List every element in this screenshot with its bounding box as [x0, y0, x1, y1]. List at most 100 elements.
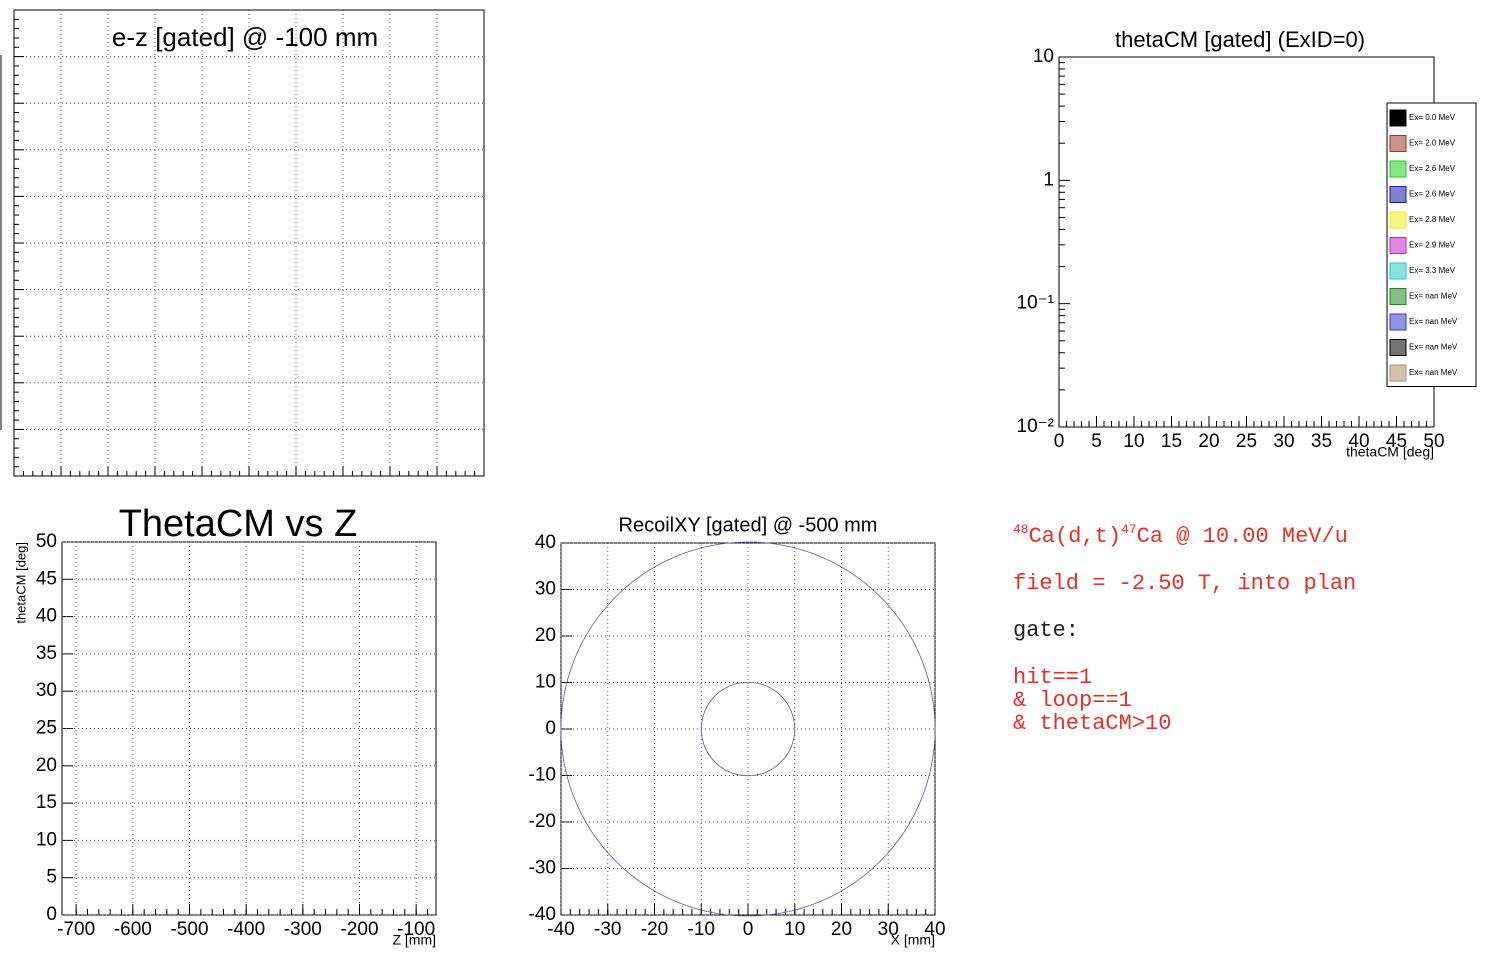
reaction: 48Ca(d,t)47Ca @ 10.00 MeV/u	[1013, 522, 1348, 549]
circle	[560, 541, 936, 917]
legend-swatch	[1389, 135, 1407, 152]
y-tick-label: 30	[535, 579, 556, 600]
legend-swatch	[1389, 237, 1407, 254]
y-tick-label: 45	[36, 568, 57, 589]
x-tick-label: 5	[1091, 431, 1102, 452]
legend-label: Ex= 2.6 MeV	[1409, 164, 1456, 173]
x-tick-label: 30	[878, 919, 899, 940]
panel: e-z [gated] @ -100 mm	[13, 9, 485, 477]
legend-swatch	[1389, 186, 1407, 203]
y-tick-label: 15	[36, 792, 57, 813]
y-tick-label: 1	[1043, 169, 1054, 190]
circle	[700, 681, 796, 777]
gate-label: gate:	[1013, 618, 1079, 643]
superscript: 47	[1121, 522, 1137, 537]
y-tick-label: 10⁻²	[1017, 416, 1055, 437]
x-tick-label: 25	[1236, 431, 1257, 452]
y-axis-label: thetaCM [deg]	[13, 542, 28, 624]
y-tick-label: 10	[36, 829, 57, 850]
x-tick-label: 10	[784, 919, 805, 940]
x-tick-label: -400	[227, 919, 265, 940]
x-tick-label: 50	[1423, 431, 1444, 452]
panel: RecoilXY [gated] @ -500 mm -40 -30 -20 -10 0 1…	[529, 514, 946, 947]
x-tick-label: -700	[57, 919, 95, 940]
y-tick-label: -40	[529, 904, 556, 925]
legend-swatch	[1389, 211, 1407, 229]
legend-swatch	[1389, 288, 1407, 305]
chart-title: thetaCM [gated] (ExID=0)	[1115, 27, 1365, 52]
gate: & loop==1	[1013, 688, 1132, 713]
gate: & thetaCM>10	[1013, 711, 1171, 736]
reaction-text: Ca(d,t)	[1029, 524, 1121, 549]
legend-label: Ex= 2.6 MeV	[1409, 190, 1456, 199]
x-tick-label: 0	[743, 919, 754, 940]
y-tick-label: 5	[46, 867, 57, 888]
y-tick-label: 20	[535, 625, 556, 646]
x-tick-label: 40	[924, 919, 945, 940]
y-tick-label: -10	[529, 765, 556, 786]
legend: Ex= 0.0 MeV Ex= 2.0 MeV Ex= 2.6 MeV Ex= 2.6…	[1386, 102, 1477, 387]
y-tick-label: 10	[1033, 46, 1054, 67]
x-tick-label: 20	[1198, 431, 1219, 452]
x-tick-label: 35	[1311, 431, 1332, 452]
panel: thetaCM [gated] (ExID=0) 0 5 10 15 20 25 30 35 40…	[1017, 27, 1477, 460]
x-tick-label: 0	[1054, 431, 1065, 452]
gate: hit==1	[1013, 665, 1092, 690]
x-axis-label: Z [mm]	[392, 932, 436, 948]
y-tick-label: 50	[36, 531, 57, 552]
y-tick-label: 25	[36, 718, 57, 739]
x-tick-label: 40	[1348, 431, 1369, 452]
legend-label: Ex= 2.8 MeV	[1409, 215, 1456, 224]
reaction-text: Ca @ 10.00 MeV/u	[1137, 524, 1348, 549]
y-tick-label: -20	[529, 811, 556, 832]
legend-swatch	[1389, 364, 1407, 382]
x-tick-label: -30	[594, 919, 621, 940]
panel: ThetaCM vs Z -700 -600 -500 -400 -300 -200 -100…	[13, 503, 437, 948]
y-tick-label: -30	[529, 858, 556, 879]
legend-swatch	[1389, 109, 1407, 127]
x-tick-label: -100	[397, 919, 435, 940]
y-tick-label: 0	[545, 718, 556, 739]
y-tick-label: 30	[36, 680, 57, 701]
x-axis-label: X [mm]	[891, 932, 935, 948]
legend-swatch	[1389, 339, 1407, 356]
legend-label: Ex= nan MeV	[1409, 368, 1458, 377]
legend-label: Ex= 0.0 MeV	[1409, 113, 1456, 122]
x-tick-label: 45	[1386, 431, 1407, 452]
x-axis-label: thetaCM [deg]	[1346, 444, 1434, 460]
x-tick-label: 30	[1273, 431, 1294, 452]
legend-label: Ex= nan MeV	[1409, 343, 1458, 352]
y-tick-label: 35	[36, 643, 57, 664]
legend-label: Ex= 2.0 MeV	[1409, 139, 1456, 148]
y-tick-label: 0	[46, 904, 57, 925]
x-tick-label: -20	[641, 919, 668, 940]
chart-title: ThetaCM vs Z	[119, 503, 358, 545]
x-tick-label: 20	[831, 919, 852, 940]
legend-swatch	[1389, 160, 1407, 178]
legend-swatch	[1389, 313, 1407, 331]
legend-label: Ex= 3.3 MeV	[1409, 266, 1456, 275]
y-tick-label: 10	[535, 672, 556, 693]
x-tick-label: -600	[114, 919, 152, 940]
x-tick-label: -500	[170, 919, 208, 940]
x-tick-label: -200	[340, 919, 378, 940]
y-tick-label: 20	[36, 755, 57, 776]
y-tick-label: 10⁻¹	[1017, 293, 1055, 314]
x-tick-label: -10	[688, 919, 715, 940]
legend-label: Ex= 2.9 MeV	[1409, 241, 1456, 250]
chart-title: e-z [gated] @ -100 mm	[112, 22, 378, 52]
y-tick-label: 40	[535, 532, 556, 553]
legend-label: Ex= nan MeV	[1409, 317, 1458, 326]
x-tick-label: 15	[1161, 431, 1182, 452]
x-tick-label: -40	[547, 919, 574, 940]
x-tick-label: -300	[284, 919, 322, 940]
field: field = -2.50 T, into plan	[1013, 571, 1356, 596]
chart-title: RecoilXY [gated] @ -500 mm	[619, 514, 878, 536]
legend-swatch	[1389, 262, 1407, 280]
legend-label: Ex= nan MeV	[1409, 292, 1458, 301]
x-tick-label: 10	[1123, 431, 1144, 452]
notes: 48Ca(d,t)47Ca @ 10.00 MeV/u field = -2.5…	[1013, 522, 1356, 736]
y-tick-label: 40	[36, 606, 57, 627]
